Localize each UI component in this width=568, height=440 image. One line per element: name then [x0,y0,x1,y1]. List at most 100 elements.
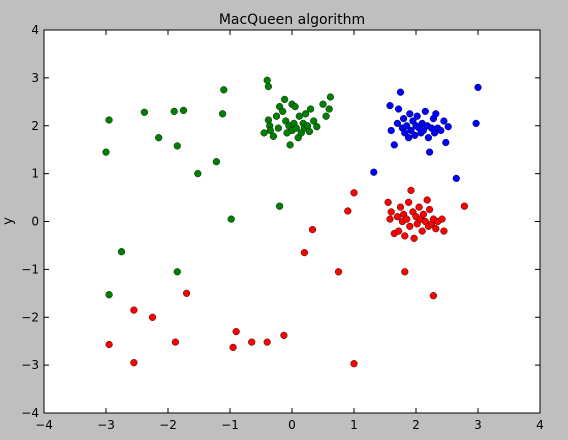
x-tick-label: 3 [474,418,482,432]
y-tick-label: 4 [31,23,39,37]
data-point [248,338,256,346]
data-point [419,126,428,135]
data-point [281,95,289,104]
data-point [291,102,299,111]
data-point [305,127,314,136]
data-point [179,106,188,115]
data-point [105,291,113,299]
data-point [406,222,414,230]
data-points [102,76,482,368]
data-point [403,215,411,223]
data-point [406,110,414,118]
y-axis-label: y [1,217,16,225]
data-point [295,112,304,120]
data-point [232,328,240,336]
data-point [220,86,228,94]
data-point [387,208,395,216]
data-point [405,134,413,142]
data-point [155,134,163,142]
data-point [386,215,394,223]
data-point [173,142,181,150]
data-point [384,198,392,206]
data-point [280,331,288,340]
data-point [423,196,431,204]
y-tick-labels: −4 −3 −2 −1 0 1 2 3 4 [21,23,39,420]
x-tick-label: 1 [350,418,358,432]
data-point [413,112,421,120]
x-tick-label: 2 [412,418,420,432]
data-point [429,292,438,300]
data-point [148,313,157,321]
data-point [276,202,284,210]
data-point [319,100,327,108]
data-point [403,122,411,130]
data-point [334,268,343,276]
data-point [350,189,358,197]
data-point [440,227,448,235]
plot-frame [43,29,541,414]
y-tick-label: 2 [31,119,39,133]
x-tick-label: 0 [288,418,296,432]
data-point [421,107,429,116]
x-tick-label: −2 [159,418,177,432]
data-point [393,213,402,221]
data-point [322,112,330,120]
data-point [274,124,283,132]
data-point [171,338,180,346]
series-2 [105,186,469,368]
data-point [440,117,448,125]
y-tick-label: 1 [31,167,39,181]
y-tick-label: −1 [21,262,39,276]
data-point [130,359,138,367]
data-point [212,158,221,166]
data-point [264,82,273,91]
data-point [438,215,446,223]
series-0 [102,76,335,299]
y-tick-label: −3 [21,358,39,372]
chart-title: MacQueen algorithm [219,12,365,28]
data-point [344,207,352,215]
data-point [183,289,191,297]
y-tick-label: −4 [21,406,39,420]
data-point [308,226,317,234]
data-point [292,124,300,132]
data-point [286,141,294,149]
data-point [272,112,281,120]
data-point [400,114,408,123]
data-point [310,117,318,125]
data-point [173,268,181,276]
data-point [419,210,428,218]
data-point [350,360,358,368]
data-point [413,220,421,228]
data-point [401,129,409,137]
data-point [426,148,434,156]
data-point [269,132,278,140]
data-point [393,119,402,128]
data-point [279,107,287,116]
data-point [117,248,126,256]
data-point [474,83,482,92]
data-point [401,232,409,240]
data-point [194,170,202,178]
y-tick-label: −2 [21,310,39,324]
plot-area [44,30,540,413]
data-point [426,205,434,214]
data-point [472,119,480,128]
data-point [395,105,403,113]
data-point [396,203,405,211]
data-point [386,101,394,110]
x-tick-labels: −4 −3 −2 −1 0 1 2 3 4 [35,418,544,432]
data-point [325,105,333,113]
x-tick-label: −1 [221,418,239,432]
data-point [437,126,445,135]
data-point [229,343,237,352]
data-point [442,138,450,147]
data-point [260,129,268,137]
data-point [227,215,235,223]
data-point [105,116,113,124]
y-tick-label: 3 [31,71,39,85]
data-point [326,93,335,101]
data-point [432,110,440,118]
x-tick-label: −4 [35,418,53,432]
